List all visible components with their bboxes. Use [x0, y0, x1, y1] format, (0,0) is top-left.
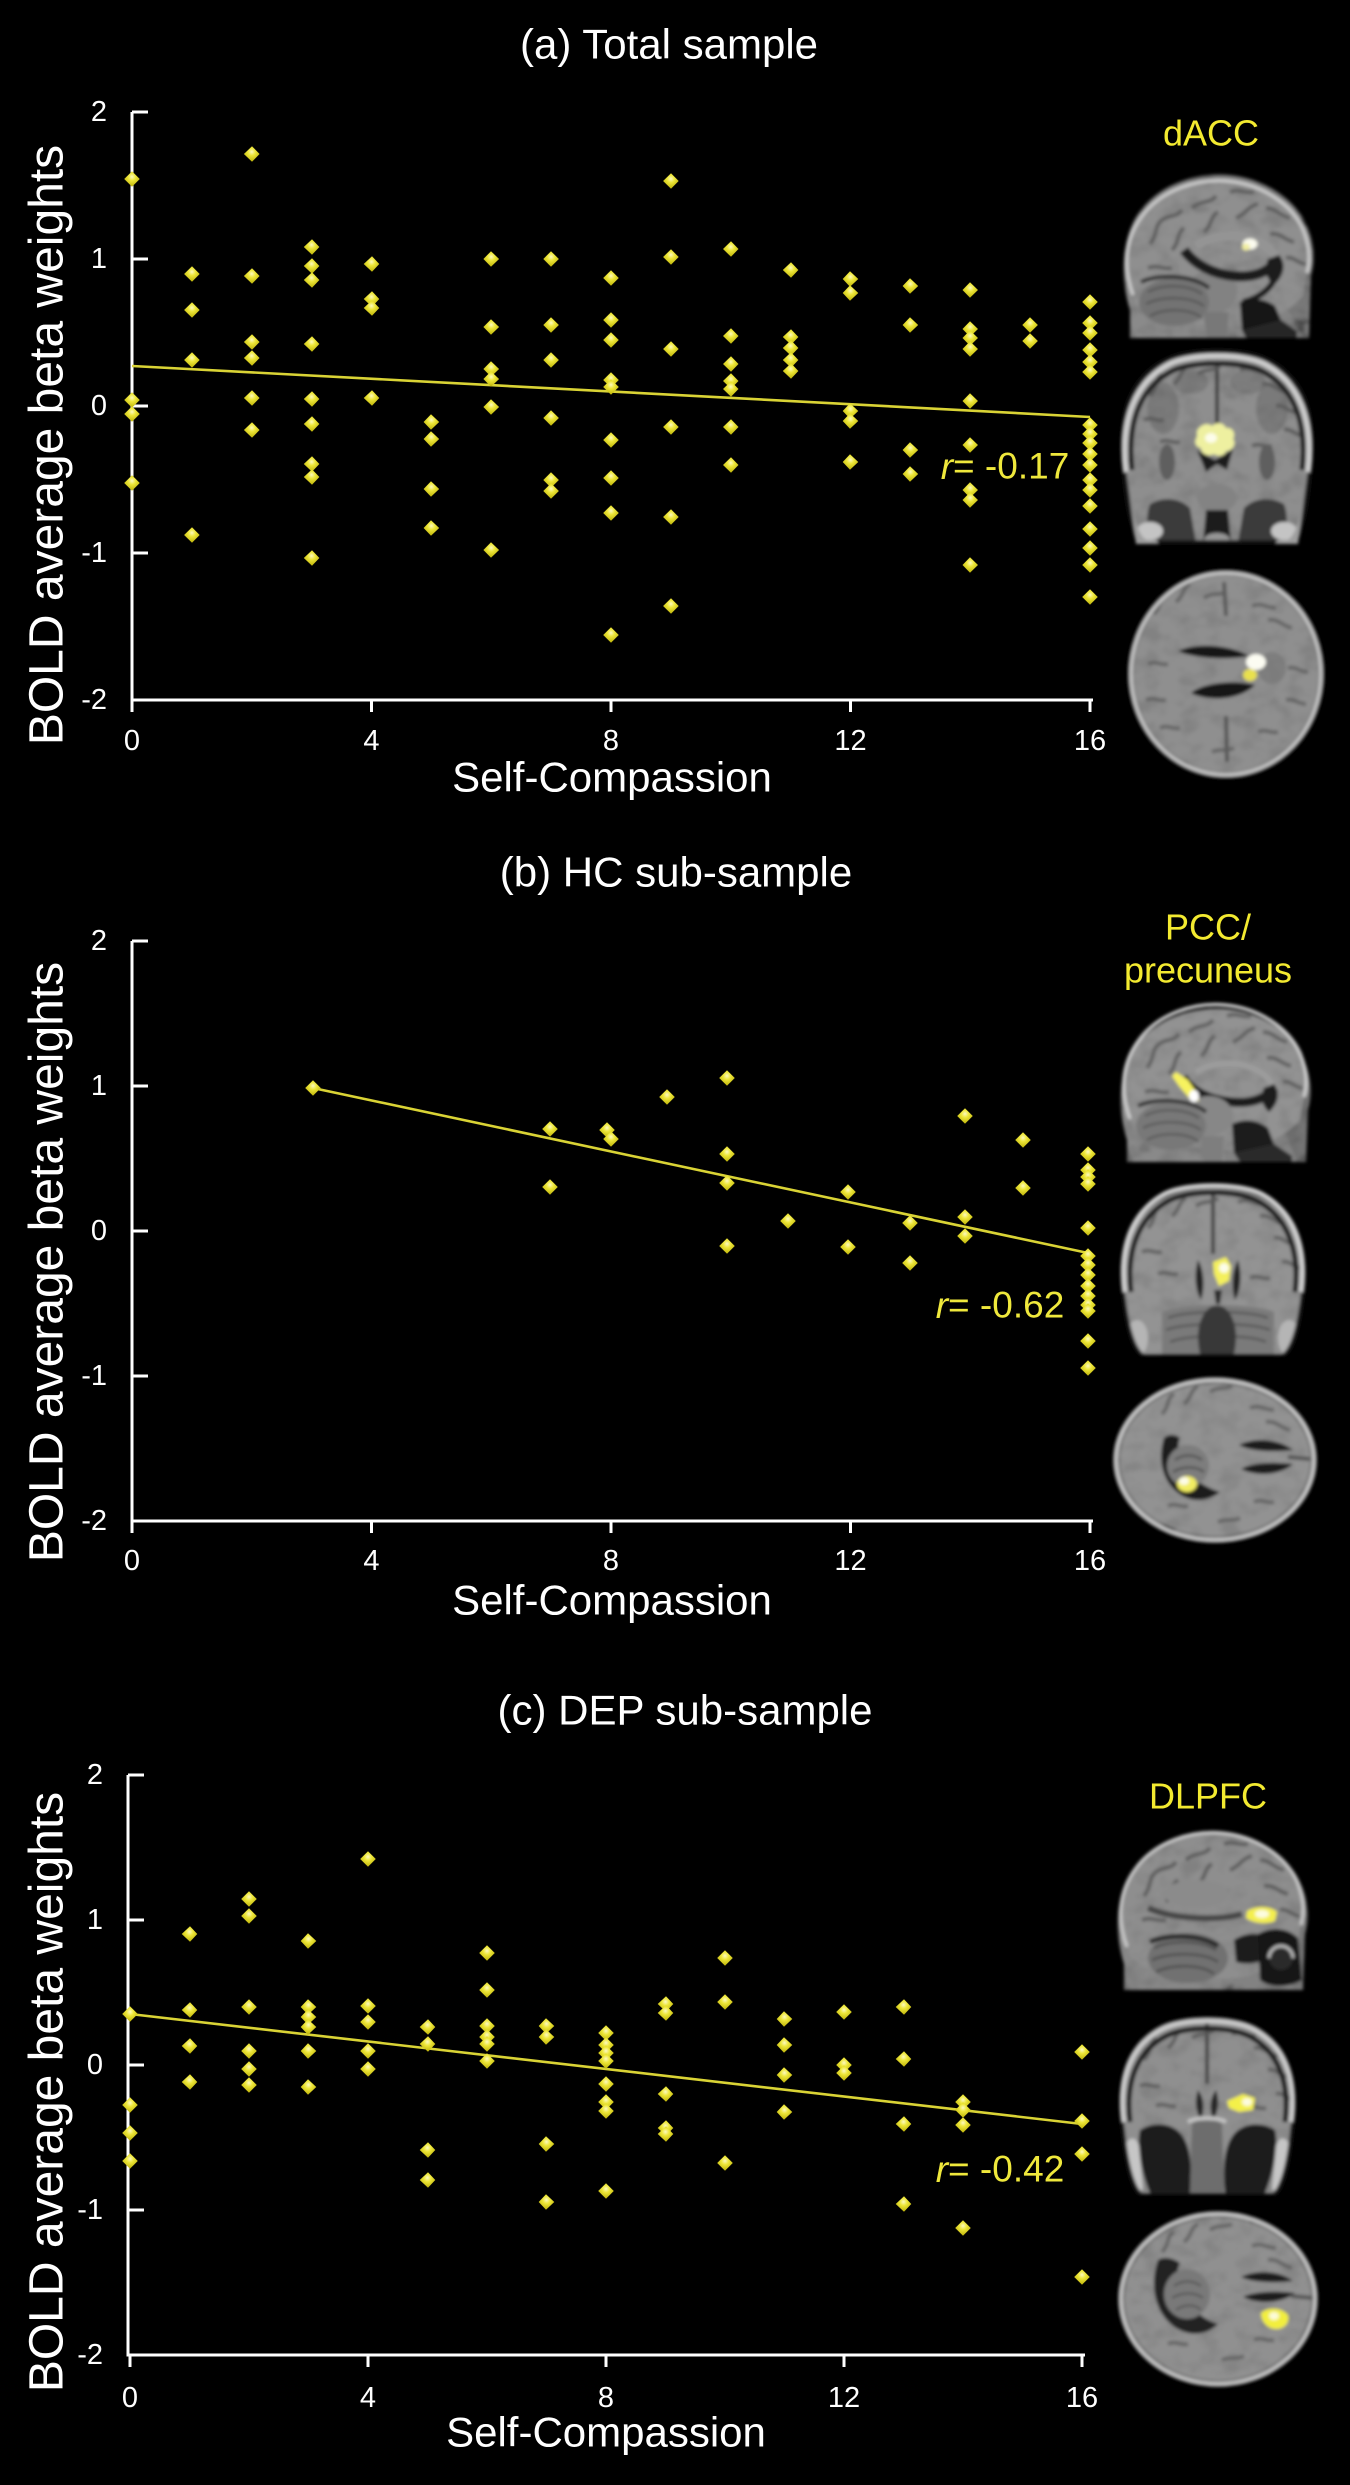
svg-text:16: 16 [1066, 2382, 1098, 2414]
svg-text:1: 1 [91, 243, 107, 275]
svg-text:-2: -2 [81, 684, 107, 716]
svg-text:4: 4 [360, 2382, 376, 2414]
svg-text:16: 16 [1074, 725, 1106, 757]
svg-text:dACC: dACC [1163, 113, 1259, 154]
svg-text:-2: -2 [81, 1505, 107, 1537]
svg-text:0: 0 [91, 1215, 107, 1247]
svg-text:BOLD average beta weights: BOLD average beta weights [21, 145, 74, 745]
svg-text:12: 12 [834, 725, 866, 757]
svg-text:(a) Total sample: (a) Total sample [520, 21, 818, 68]
svg-text:r= -0.42: r= -0.42 [936, 2149, 1065, 2190]
svg-text:(c) DEP sub-sample: (c) DEP sub-sample [497, 1687, 872, 1734]
svg-text:Self-Compassion: Self-Compassion [452, 1577, 772, 1624]
svg-text:1: 1 [91, 1070, 107, 1102]
svg-text:BOLD average beta weights: BOLD average beta weights [21, 1792, 74, 2392]
svg-text:-1: -1 [77, 2194, 103, 2226]
svg-text:-1: -1 [81, 537, 107, 569]
svg-text:Self-Compassion: Self-Compassion [446, 2409, 766, 2456]
svg-text:8: 8 [603, 1545, 619, 1577]
svg-text:0: 0 [87, 2049, 103, 2081]
svg-text:2: 2 [91, 925, 107, 957]
svg-text:0: 0 [124, 1545, 140, 1577]
svg-text:4: 4 [363, 725, 379, 757]
svg-text:1: 1 [87, 1904, 103, 1936]
svg-text:8: 8 [603, 725, 619, 757]
svg-text:PCC/: PCC/ [1165, 907, 1251, 948]
svg-text:(b) HC sub-sample: (b) HC sub-sample [500, 849, 852, 896]
svg-text:2: 2 [91, 96, 107, 128]
svg-text:4: 4 [363, 1545, 379, 1577]
svg-text:0: 0 [91, 390, 107, 422]
svg-text:Self-Compassion: Self-Compassion [452, 754, 772, 801]
svg-text:8: 8 [598, 2382, 614, 2414]
svg-text:BOLD average beta weights: BOLD average beta weights [21, 962, 74, 1562]
svg-text:r= -0.17: r= -0.17 [941, 446, 1070, 487]
svg-text:16: 16 [1074, 1545, 1106, 1577]
svg-text:-1: -1 [81, 1360, 107, 1392]
svg-text:DLPFC: DLPFC [1149, 1776, 1267, 1817]
svg-text:2: 2 [87, 1759, 103, 1791]
svg-text:12: 12 [834, 1545, 866, 1577]
svg-text:12: 12 [828, 2382, 860, 2414]
svg-text:r= -0.62: r= -0.62 [936, 1285, 1065, 1326]
svg-text:-2: -2 [77, 2339, 103, 2371]
svg-text:0: 0 [124, 725, 140, 757]
svg-text:precuneus: precuneus [1124, 950, 1292, 991]
svg-text:0: 0 [122, 2382, 138, 2414]
